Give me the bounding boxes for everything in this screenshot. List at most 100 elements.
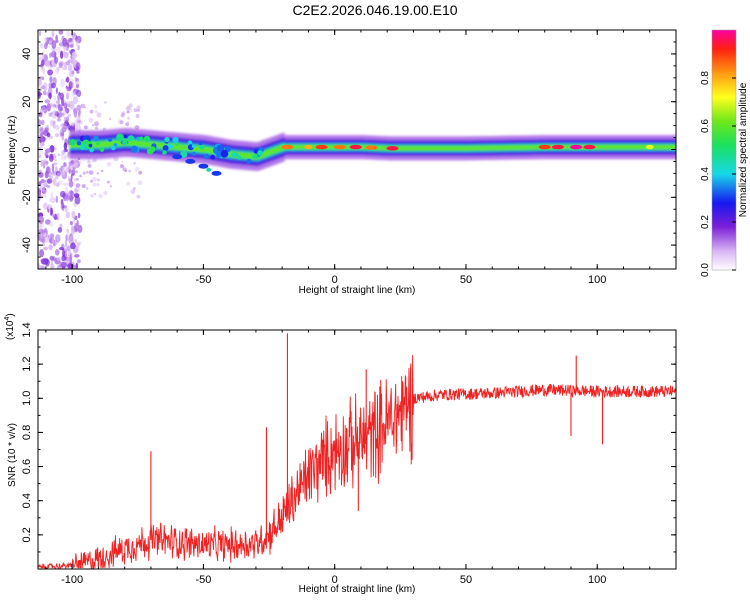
ridge-cell bbox=[271, 148, 275, 154]
ridge-cell bbox=[409, 145, 413, 151]
noise-blob bbox=[126, 105, 131, 111]
ridge-cell bbox=[332, 144, 336, 150]
noise-blob bbox=[91, 124, 95, 127]
noise-blob bbox=[56, 118, 62, 122]
ridge-blob bbox=[203, 153, 210, 160]
noise-blob bbox=[39, 114, 42, 117]
noise-blob bbox=[69, 254, 73, 264]
ridge-cell bbox=[447, 145, 451, 151]
ridge-cell bbox=[424, 145, 428, 151]
noise-blob bbox=[38, 228, 44, 234]
colorbar-gradient bbox=[712, 30, 736, 270]
noise-blob bbox=[65, 234, 69, 242]
noise-blob bbox=[74, 254, 80, 258]
noise-blob bbox=[42, 189, 48, 194]
noise-blob bbox=[62, 122, 67, 128]
noise-blob bbox=[66, 92, 70, 100]
noise-blob bbox=[55, 104, 60, 109]
noise-blob bbox=[57, 153, 61, 156]
ridge-cell bbox=[661, 144, 665, 150]
noise-blob bbox=[74, 238, 78, 244]
noise-blob bbox=[68, 109, 71, 112]
spectrogram-heatmap bbox=[38, 30, 676, 269]
snr-x-tick-label: 0 bbox=[332, 574, 338, 586]
noise-blob bbox=[61, 113, 65, 118]
noise-blob bbox=[76, 70, 80, 74]
noise-blob bbox=[58, 167, 63, 175]
noise-blob bbox=[49, 175, 53, 180]
colorbar: 0.0 0.2 0.4 0.6 0.8 Normalized spectral ampl… bbox=[700, 29, 749, 277]
noise-blob bbox=[137, 108, 140, 112]
ridge-cell bbox=[462, 145, 466, 151]
noise-blob bbox=[55, 39, 59, 43]
noise-blob bbox=[51, 30, 55, 38]
noise-blob bbox=[136, 105, 141, 110]
noise-blob bbox=[47, 178, 53, 184]
noise-blob bbox=[41, 131, 47, 135]
noise-blob bbox=[40, 119, 45, 126]
noise-blob bbox=[50, 111, 53, 115]
ridge-peak bbox=[349, 144, 362, 150]
noise-blob bbox=[57, 227, 63, 233]
ridge-cell bbox=[659, 144, 663, 150]
noise-blob bbox=[38, 134, 43, 140]
noise-blob bbox=[43, 90, 47, 96]
ridge-cell bbox=[483, 145, 487, 151]
noise-blob bbox=[41, 76, 45, 81]
noise-blob bbox=[48, 244, 53, 251]
ridge-cell bbox=[117, 140, 121, 146]
noise-blob bbox=[38, 153, 42, 158]
ridge-cell bbox=[107, 141, 111, 147]
noise-blob bbox=[74, 159, 78, 163]
ridge-cell bbox=[666, 144, 670, 150]
noise-blob bbox=[40, 179, 47, 184]
noise-blob bbox=[68, 81, 74, 89]
noise-blob bbox=[38, 196, 41, 202]
ridge-cell bbox=[563, 144, 567, 150]
noise-blob bbox=[109, 185, 112, 188]
noise-blob bbox=[132, 187, 136, 191]
ridge-cell bbox=[449, 145, 453, 151]
ridge-cell bbox=[508, 145, 512, 151]
spectrogram-x-tick-label: 0 bbox=[332, 274, 338, 286]
ridge-cell bbox=[477, 145, 481, 151]
ridge-cell bbox=[663, 144, 668, 150]
ridge-cell bbox=[243, 152, 247, 159]
noise-blob bbox=[72, 264, 78, 269]
noise-blob bbox=[49, 222, 53, 227]
noise-blob bbox=[88, 117, 94, 123]
ridge-cell bbox=[237, 152, 241, 158]
snr-x-tick-label: 50 bbox=[460, 574, 472, 586]
ridge-cell bbox=[134, 140, 138, 147]
noise-blob bbox=[46, 103, 51, 112]
noise-blob bbox=[66, 76, 70, 83]
ridge-blob bbox=[122, 139, 128, 145]
noise-blob bbox=[55, 46, 61, 54]
colorbar-tick-label: 0.0 bbox=[700, 263, 711, 277]
ridge-cell bbox=[636, 144, 640, 150]
ridge-cell bbox=[445, 145, 449, 151]
ridge-cell bbox=[266, 149, 271, 156]
ridge-peak bbox=[281, 144, 294, 150]
ridge-cell bbox=[603, 144, 607, 150]
noise-blob bbox=[66, 39, 70, 45]
ridge-blob bbox=[246, 158, 252, 164]
ridge-cell bbox=[607, 144, 611, 150]
noise-blob bbox=[134, 125, 140, 130]
noise-blob bbox=[53, 162, 58, 166]
noise-blob bbox=[60, 123, 65, 128]
noise-blob bbox=[61, 112, 65, 116]
noise-blob bbox=[63, 103, 67, 107]
noise-blob bbox=[72, 167, 76, 170]
noise-blob bbox=[63, 162, 66, 167]
noise-blob bbox=[60, 201, 65, 211]
noise-blob bbox=[49, 154, 54, 162]
ridge-cell bbox=[346, 144, 350, 150]
noise-blob bbox=[71, 33, 77, 40]
noise-blob bbox=[135, 114, 140, 119]
noise-blob bbox=[55, 100, 60, 104]
ridge-cell bbox=[302, 144, 306, 150]
noise-blob bbox=[40, 42, 44, 49]
noise-blob bbox=[41, 59, 45, 67]
noise-blob bbox=[58, 91, 61, 96]
